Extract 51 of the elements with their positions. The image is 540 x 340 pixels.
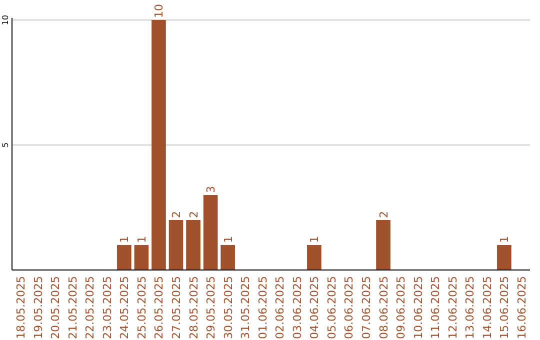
x-tick-label: 22.05.2025	[84, 276, 97, 339]
x-tick-label: 25.05.2025	[135, 276, 148, 339]
x-tick-label: 05.06.2025	[325, 276, 338, 339]
x-tick-label: 20.05.2025	[49, 276, 62, 339]
x-tick-label: 30.05.2025	[222, 276, 235, 339]
y-tick-label: 5	[1, 142, 10, 148]
data-label: 1	[498, 236, 512, 243]
bar	[376, 220, 390, 270]
bar	[220, 245, 235, 270]
x-tick-label: 12.06.2025	[446, 276, 460, 339]
data-label: 10	[152, 4, 166, 18]
x-tick-label: 27.05.2025	[170, 276, 183, 339]
x-tick-label: 21.05.2025	[66, 276, 80, 339]
bar	[134, 245, 149, 270]
data-label: 2	[377, 211, 390, 218]
x-tick-label: 06.06.2025	[342, 276, 356, 339]
data-label: 1	[118, 236, 132, 243]
bar	[168, 220, 184, 270]
x-tick-label: 23.05.2025	[100, 276, 114, 339]
x-tick-label: 26.05.2025	[152, 276, 166, 339]
bar	[203, 195, 218, 270]
bar	[497, 245, 512, 270]
data-label: 1	[135, 236, 148, 243]
x-tick-label: 18.05.2025	[14, 276, 28, 339]
x-tick-label: 04.06.2025	[308, 276, 322, 339]
data-label: 2	[187, 211, 200, 218]
x-tick-label: 15.06.2025	[498, 276, 512, 339]
data-label: 1	[222, 236, 235, 243]
x-tick-label: 31.05.2025	[239, 276, 252, 339]
x-tick-label: 29.05.2025	[204, 276, 218, 339]
x-tick-label: 09.06.2025	[394, 276, 408, 339]
x-tick-label: 03.06.2025	[290, 276, 304, 339]
x-tick-label: 16.06.2025	[515, 276, 528, 339]
data-label: 3	[204, 186, 218, 193]
bar	[186, 220, 200, 270]
x-tick-label: 02.06.2025	[274, 276, 287, 339]
x-tick-label: 14.06.2025	[480, 276, 494, 339]
bar	[117, 245, 132, 270]
bar	[152, 20, 166, 270]
x-tick-label: 24.05.2025	[118, 276, 132, 339]
x-tick-label: 28.05.2025	[187, 276, 200, 339]
data-label: 1	[308, 236, 322, 243]
x-tick-label: 01.06.2025	[256, 276, 270, 339]
x-tick-label: 07.06.2025	[360, 276, 373, 339]
x-tick-label: 08.06.2025	[377, 276, 390, 339]
x-tick-label: 19.05.2025	[32, 276, 45, 339]
x-tick-label: 10.06.2025	[412, 276, 425, 339]
x-tick-label: 13.06.2025	[464, 276, 477, 339]
x-tick-label: 11.06.2025	[429, 276, 442, 339]
bar	[307, 245, 322, 270]
data-label: 2	[170, 211, 183, 218]
